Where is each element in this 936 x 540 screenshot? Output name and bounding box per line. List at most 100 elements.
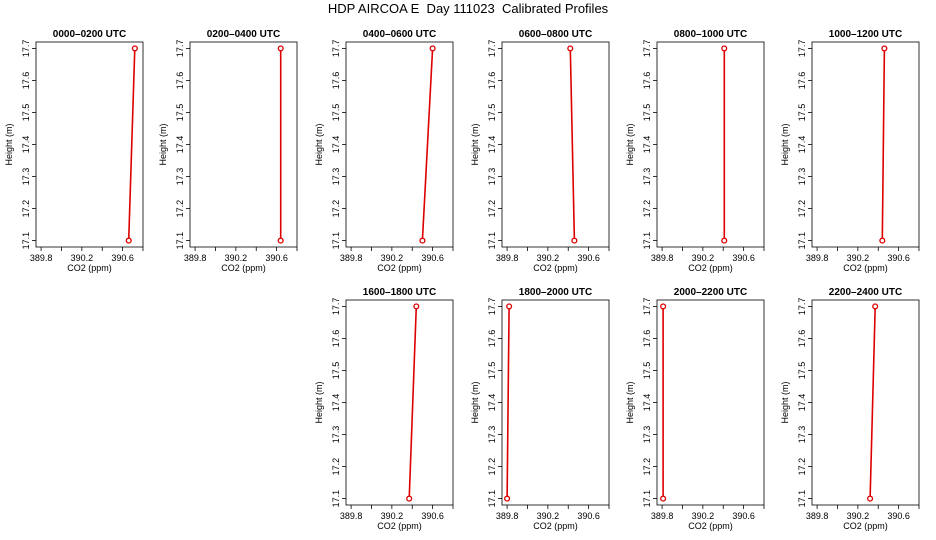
y-tick-label: 17.7 — [642, 40, 652, 58]
y-tick-label: 17.3 — [642, 426, 652, 444]
x-tick-label: 390.6 — [577, 253, 600, 263]
figure-title: HDP AIRCOA E Day 111023 Calibrated Profi… — [327, 1, 609, 16]
y-tick-label: 17.1 — [642, 490, 652, 508]
data-point — [429, 45, 436, 52]
y-tick-label: 17.4 — [21, 136, 31, 154]
x-tick-label: 389.8 — [184, 253, 207, 263]
y-tick-label: 17.7 — [797, 40, 807, 58]
profile-line — [421, 48, 434, 241]
x-axis-label: CO2 (ppm) — [221, 263, 266, 273]
chart-panel: 0600–0800 UTC 389.8 390.2 390.6 17.1 17.2 17.3… — [470, 29, 610, 273]
plot-frame — [35, 41, 144, 248]
y-axis-label: Height (m) — [780, 123, 790, 165]
y-tick-label: 17.6 — [487, 72, 497, 90]
chart-title: 2200–2400 UTC — [829, 287, 902, 298]
y-tick-label: 17.2 — [797, 200, 807, 218]
chart-title: 1600–1800 UTC — [363, 287, 436, 298]
x-tick-label: 390.2 — [537, 511, 560, 521]
y-tick-label: 17.7 — [487, 298, 497, 316]
plot-frame — [811, 41, 920, 248]
y-tick-label: 17.6 — [331, 72, 341, 90]
y-axis-label: Height (m) — [625, 381, 635, 423]
plot-frame — [345, 299, 454, 506]
x-axis-label: CO2 (ppm) — [688, 263, 733, 273]
x-axis-label: CO2 (ppm) — [67, 263, 112, 273]
y-tick-label: 17.2 — [797, 458, 807, 476]
x-axis-label: CO2 (ppm) — [533, 521, 578, 531]
x-tick-label: 390.6 — [265, 253, 288, 263]
y-axis-label: Height (m) — [470, 381, 480, 423]
x-tick-label: 390.2 — [225, 253, 248, 263]
data-point — [504, 495, 511, 502]
x-tick-label: 390.6 — [732, 511, 755, 521]
y-tick-label: 17.7 — [331, 40, 341, 58]
y-tick-label: 17.6 — [797, 72, 807, 90]
y-tick-label: 17.4 — [331, 136, 341, 154]
y-tick-label: 17.1 — [487, 232, 497, 250]
y-tick-label: 17.6 — [331, 330, 341, 348]
chart-title: 0400–0600 UTC — [363, 29, 436, 40]
y-tick-label: 17.2 — [21, 200, 31, 218]
profile-line — [569, 48, 576, 241]
y-tick-label: 17.3 — [642, 168, 652, 186]
y-tick-label: 17.2 — [487, 200, 497, 218]
plot-frame — [345, 41, 454, 248]
data-point — [419, 237, 426, 244]
x-tick-label: 389.8 — [806, 511, 829, 521]
y-tick-label: 17.4 — [642, 136, 652, 154]
data-point — [567, 45, 574, 52]
data-point — [277, 237, 284, 244]
y-tick-label: 17.3 — [175, 168, 185, 186]
x-tick-label: 390.2 — [71, 253, 94, 263]
y-tick-label: 17.6 — [642, 72, 652, 90]
y-tick-label: 17.5 — [331, 104, 341, 122]
y-tick-label: 17.4 — [331, 394, 341, 412]
y-tick-label: 17.3 — [331, 168, 341, 186]
x-tick-label: 390.6 — [577, 511, 600, 521]
x-tick-label: 390.2 — [537, 253, 560, 263]
y-tick-label: 17.3 — [331, 426, 341, 444]
x-axis-label: CO2 (ppm) — [843, 263, 888, 273]
chart-title: 0000–0200 UTC — [53, 29, 126, 40]
y-tick-label: 17.6 — [642, 330, 652, 348]
y-tick-label: 17.7 — [642, 298, 652, 316]
y-tick-label: 17.4 — [487, 394, 497, 412]
y-tick-label: 17.1 — [21, 232, 31, 250]
y-tick-label: 17.2 — [487, 458, 497, 476]
y-tick-label: 17.3 — [797, 426, 807, 444]
y-axis-label: Height (m) — [4, 123, 14, 165]
y-tick-label: 17.3 — [21, 168, 31, 186]
x-tick-label: 390.2 — [692, 511, 715, 521]
data-point — [881, 45, 888, 52]
y-tick-label: 17.6 — [21, 72, 31, 90]
x-tick-label: 390.6 — [421, 253, 444, 263]
y-tick-label: 17.5 — [797, 362, 807, 380]
chart-panel: 0400–0600 UTC 389.8 390.2 390.6 17.1 17.2 17.3… — [314, 29, 454, 273]
y-tick-label: 17.3 — [797, 168, 807, 186]
x-tick-label: 389.8 — [496, 511, 519, 521]
data-point — [721, 237, 728, 244]
y-tick-label: 17.3 — [487, 426, 497, 444]
y-tick-label: 17.7 — [797, 298, 807, 316]
y-tick-label: 17.6 — [797, 330, 807, 348]
y-axis-label: Height (m) — [158, 123, 168, 165]
chart-title: 1000–1200 UTC — [829, 29, 902, 40]
x-tick-label: 390.2 — [847, 511, 870, 521]
y-tick-label: 17.5 — [487, 362, 497, 380]
y-tick-label: 17.5 — [21, 104, 31, 122]
y-tick-label: 17.2 — [642, 200, 652, 218]
y-tick-label: 17.7 — [175, 40, 185, 58]
y-axis-label: Height (m) — [625, 123, 635, 165]
y-tick-label: 17.1 — [175, 232, 185, 250]
data-point — [867, 495, 874, 502]
x-tick-label: 390.6 — [111, 253, 134, 263]
x-axis-label: CO2 (ppm) — [377, 263, 422, 273]
y-tick-label: 17.1 — [331, 490, 341, 508]
x-tick-label: 390.6 — [887, 253, 910, 263]
y-tick-label: 17.5 — [797, 104, 807, 122]
profile-line — [127, 48, 136, 241]
y-tick-label: 17.1 — [642, 232, 652, 250]
x-tick-label: 389.8 — [496, 253, 519, 263]
chart-panel: 2000–2200 UTC 389.8 390.2 390.6 17.1 17.2 17.3… — [625, 287, 765, 531]
